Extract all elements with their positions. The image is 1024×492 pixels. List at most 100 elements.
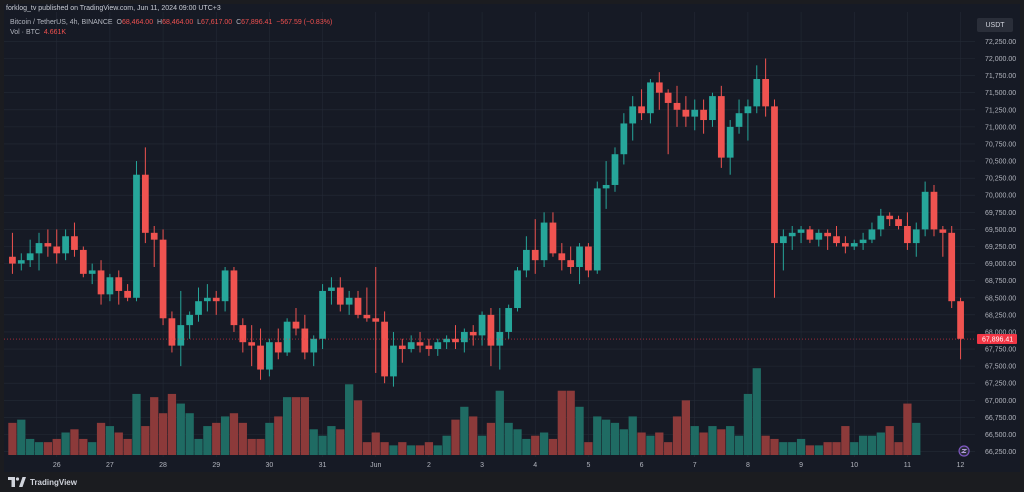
symbol-name[interactable]: Bitcoin / TetherUS, 4h, BINANCE	[10, 19, 113, 26]
volume-bar	[336, 429, 345, 455]
price-axis-tick-label: 70,750.00	[985, 141, 1016, 148]
volume-bar	[726, 426, 735, 455]
tradingview-logo-icon[interactable]	[8, 477, 26, 487]
volume-bar	[105, 426, 115, 455]
candle	[850, 239, 858, 250]
volume-bar	[451, 419, 460, 455]
candle	[638, 89, 645, 121]
candle	[195, 287, 202, 322]
candle-body	[788, 232, 796, 237]
time-axis-tick-label: 6	[640, 462, 644, 469]
candle	[620, 113, 628, 165]
volume-bar	[398, 442, 407, 455]
volume-bar	[539, 432, 549, 455]
candle-body	[531, 249, 539, 261]
price-axis-tick-label: 71,000.00	[985, 124, 1016, 131]
candle-body	[150, 232, 158, 240]
candle	[912, 222, 920, 257]
candle	[434, 338, 442, 356]
event-marker-icon[interactable]	[958, 445, 970, 457]
price-axis-tick-label: 67,500.00	[985, 364, 1016, 371]
candle-body	[611, 154, 619, 185]
volume-bar	[96, 422, 106, 455]
price-axis[interactable]: 72,250.00 72,000.00 71,750.00 71,500.00 71,2…	[977, 39, 1017, 456]
candle-body	[328, 287, 335, 291]
volume-bar	[628, 416, 637, 455]
candle-body	[585, 246, 592, 271]
candle	[833, 225, 840, 247]
candle	[717, 85, 725, 168]
candle	[79, 246, 87, 278]
candle	[682, 96, 690, 127]
candle-body	[17, 260, 25, 264]
time-axis-tick-label: 31	[319, 462, 327, 469]
volume-bar	[70, 429, 79, 455]
volume-bar	[238, 422, 247, 455]
candle	[558, 243, 566, 271]
candle	[868, 222, 876, 244]
volume-bar	[894, 442, 903, 455]
candle-body	[797, 229, 805, 233]
volume-bar	[34, 442, 44, 455]
candle-body	[381, 321, 388, 377]
candle	[310, 335, 318, 367]
volume-bar	[531, 435, 540, 455]
candle-body	[850, 243, 858, 247]
high-value: 68,464.00	[162, 19, 194, 26]
volume-bar	[823, 442, 832, 455]
candle	[779, 229, 787, 271]
volume-bar	[619, 429, 628, 455]
volume-bar	[788, 442, 797, 455]
candle	[735, 99, 743, 134]
volume-bar	[176, 403, 185, 455]
candle-body	[806, 229, 814, 240]
candle	[71, 222, 78, 257]
candle-body	[540, 222, 548, 261]
volume-bar	[584, 442, 593, 455]
price-axis-tick-label: 69,500.00	[985, 227, 1016, 234]
volume-bar	[699, 432, 708, 455]
volume-bar	[345, 384, 354, 455]
candle-body	[115, 277, 123, 291]
time-axis-tick-label: 11	[904, 462, 911, 469]
candle	[177, 290, 185, 367]
time-axis-tick-label: 26	[53, 462, 61, 469]
currency-badge[interactable]: USDT	[977, 18, 1013, 32]
volume-value: 4.661K	[43, 29, 67, 36]
candle	[212, 290, 220, 315]
candle	[647, 79, 654, 124]
price-axis-tick-label: 66,500.00	[985, 432, 1016, 439]
candle	[168, 311, 176, 353]
time-axis[interactable]: 26 27 28 29 30 31 Jun 2 3 4 5 6 7 8 9 10 11 12	[53, 462, 965, 469]
candle	[567, 246, 575, 274]
price-axis-tick-label: 66,250.00	[985, 449, 1016, 456]
volume-bar	[486, 422, 496, 455]
volume-bar	[26, 438, 35, 455]
candle-body	[452, 338, 459, 343]
candle-body	[682, 109, 690, 117]
tradingview-brand-text[interactable]: TradingView	[30, 477, 77, 487]
volume-bar	[61, 432, 70, 455]
volume-label[interactable]: Vol · BTC	[10, 29, 40, 36]
volume-bar	[513, 429, 522, 455]
price-chart[interactable]: 72,250.00 72,000.00 71,750.00 71,500.00 71,2…	[0, 0, 1024, 472]
volume-bar	[557, 390, 566, 455]
candle-body	[655, 82, 663, 93]
candle-body	[602, 184, 610, 189]
price-axis-tick-label: 68,750.00	[985, 278, 1016, 285]
candle-body	[921, 191, 929, 230]
candle	[150, 225, 158, 268]
volume-bar	[282, 397, 292, 455]
candle	[611, 147, 619, 192]
candle-body	[71, 236, 78, 250]
volume-bar	[300, 397, 309, 455]
candle-body	[735, 113, 743, 127]
time-axis-tick-label: 5	[586, 462, 590, 469]
candle	[443, 335, 450, 350]
candle-body	[593, 188, 601, 271]
candle-body	[709, 96, 716, 121]
volume-bar	[362, 442, 372, 455]
price-axis-tick-label: 70,500.00	[985, 159, 1016, 166]
candle	[815, 229, 823, 247]
candle	[26, 239, 34, 268]
